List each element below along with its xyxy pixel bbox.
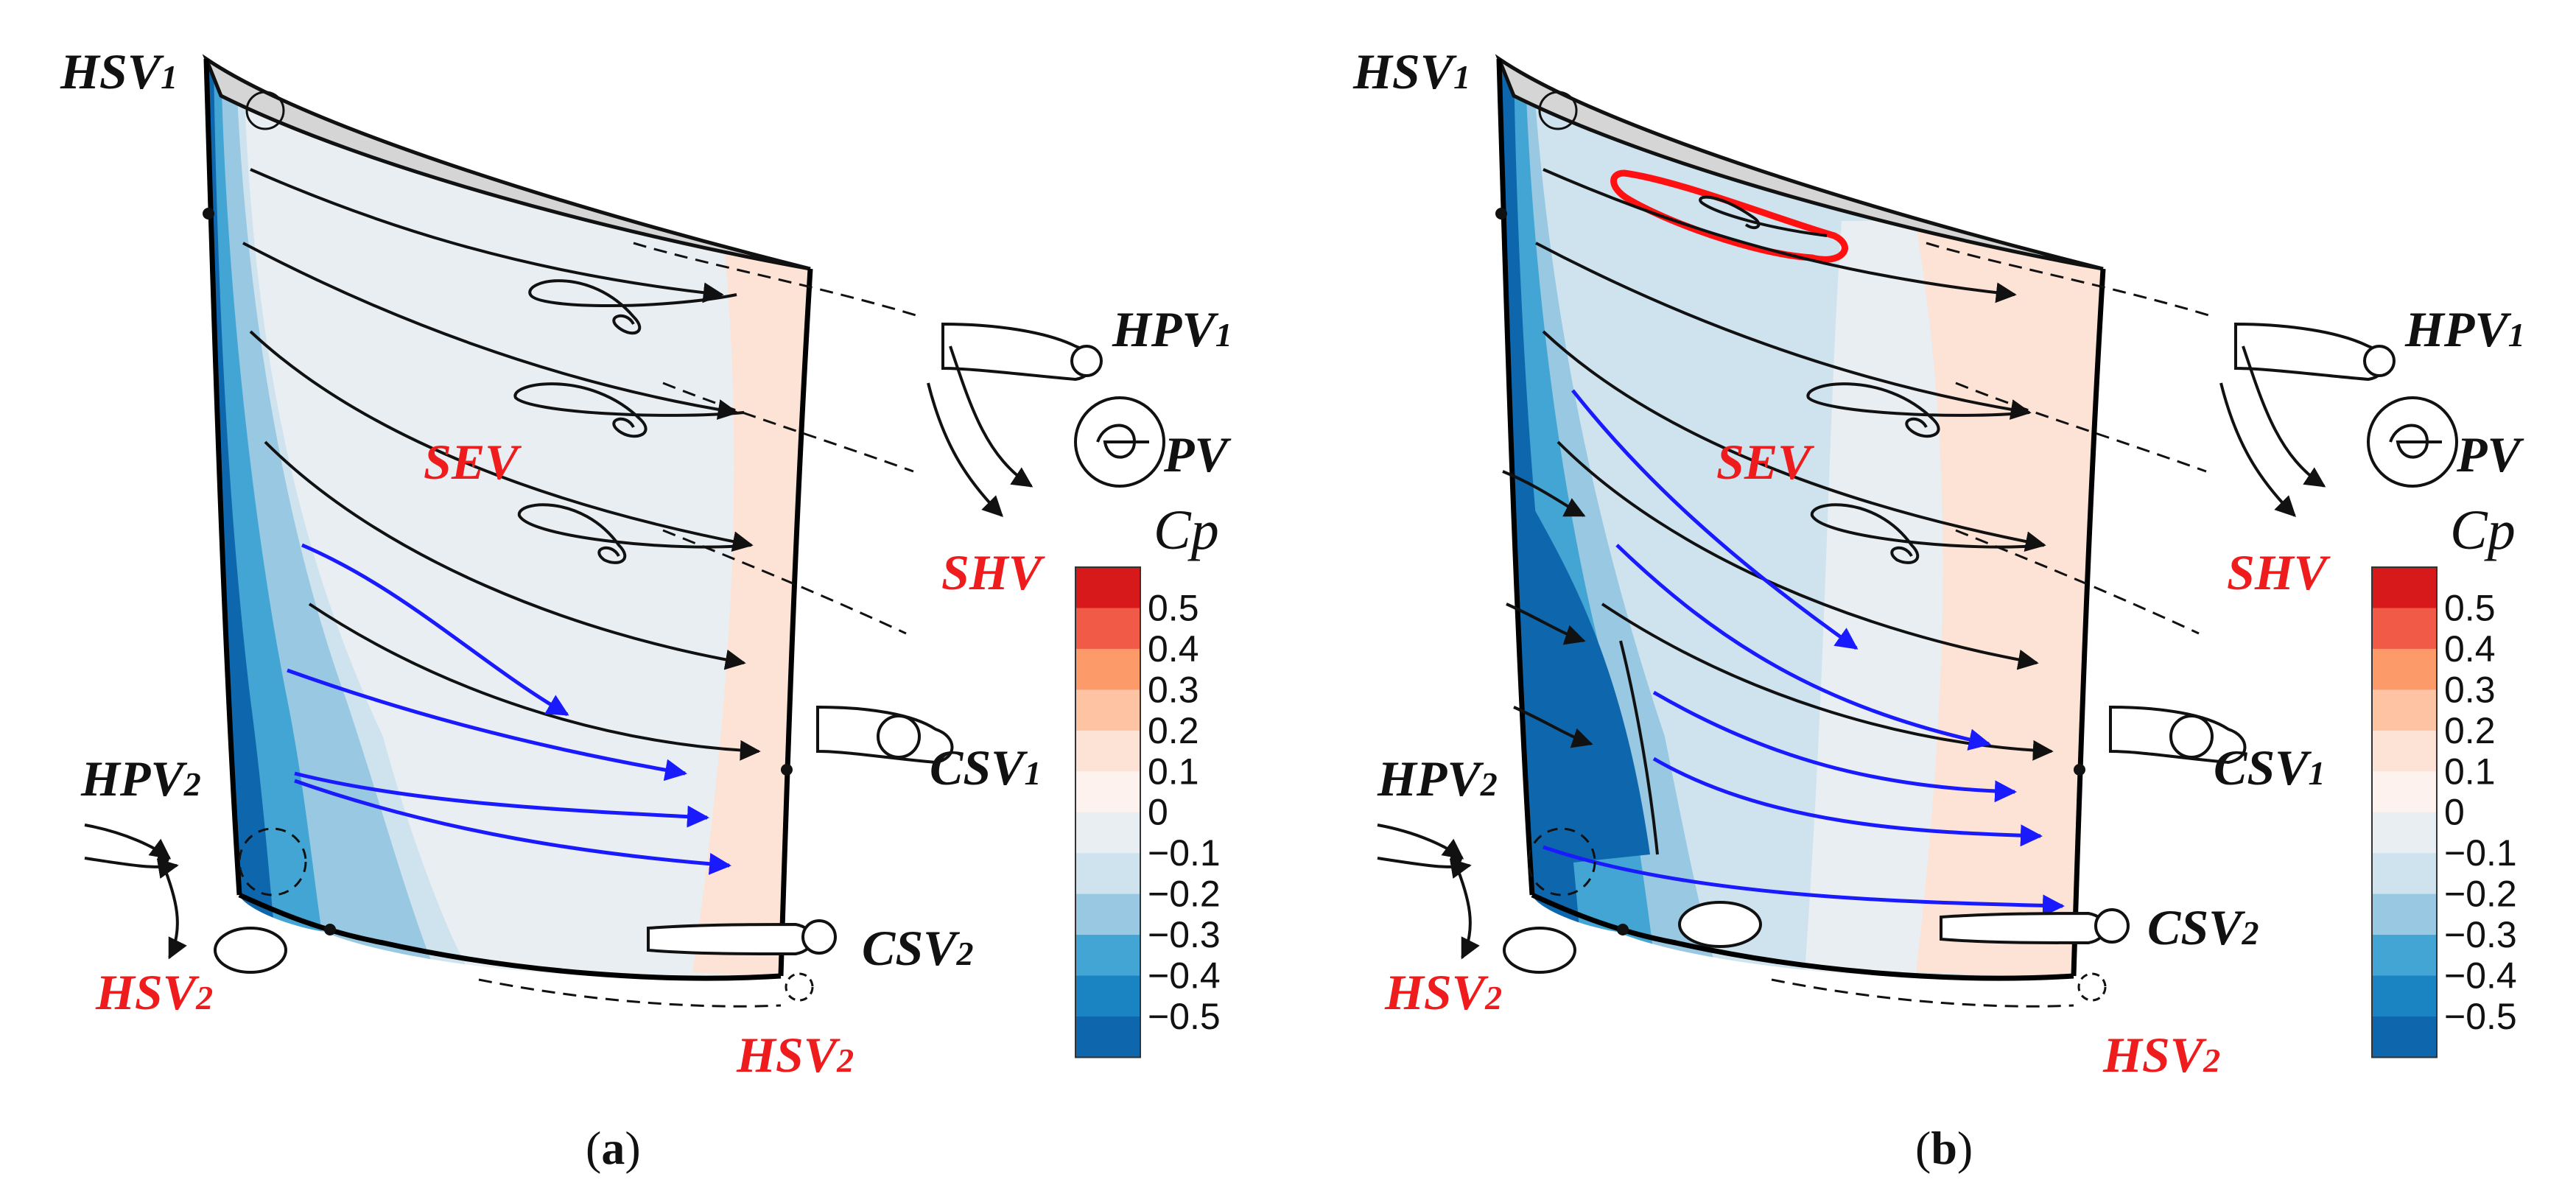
colorbar-b: 0.50.40.30.20.10−0.1−0.2−0.3−0.4−0.5 Cp: [2371, 499, 2517, 1058]
label-hsv2-right: HSV2: [2102, 1027, 2220, 1083]
label-hsv1: HSV1: [1352, 43, 1470, 99]
colorbar-frame: [1075, 566, 1141, 1058]
colorbar-tick-label: −0.2: [2444, 874, 2517, 915]
label-shv: SHV: [2227, 544, 2331, 600]
colorbar-tick-label: −0.5: [1148, 996, 1221, 1037]
colorbar-cell: [2372, 812, 2437, 854]
colorbar-cell: [1075, 730, 1140, 773]
colorbar-cell: [2372, 975, 2437, 1017]
colorbar-cell: [2372, 689, 2437, 731]
tube-vortices-a: [647, 322, 1165, 956]
blue-streamlines-a: [287, 543, 731, 875]
colorbar-cell: [1075, 935, 1140, 977]
colorbar-cell: [2372, 1016, 2437, 1058]
colorbar-tick-label: 0.5: [1148, 587, 1199, 628]
label-hsv2-right: HSV2: [736, 1027, 854, 1083]
colorbar-cell: [1075, 689, 1140, 731]
colorbar-tick-label: −0.2: [1148, 874, 1221, 915]
colorbar-cell: [1075, 975, 1140, 1017]
colorbar-cell: [2372, 853, 2437, 895]
sev-vortices-b: [1806, 382, 2045, 564]
colorbar-cell: [1075, 608, 1140, 650]
colorbar-cell: [2372, 771, 2437, 813]
colorbar-tick-label: 0.3: [1148, 669, 1199, 710]
label-sev: SEV: [424, 434, 522, 490]
label-hpv2: HPV2: [1377, 751, 1498, 807]
colorbar-cell: [1075, 771, 1140, 813]
colorbar-cell: [2372, 935, 2437, 977]
colorbar-tick-label: −0.1: [1148, 832, 1221, 874]
tube-vortices-b: [1678, 322, 2458, 948]
sev-vortices-a: [513, 279, 752, 564]
colorbar-tick-label: −0.5: [2444, 996, 2517, 1037]
colorbar-tick-label: −0.4: [2444, 955, 2517, 997]
label-csv2: CSV2: [862, 920, 974, 976]
colorbar-tick-label: 0.5: [2444, 587, 2496, 628]
colorbar-cell: [2372, 893, 2437, 936]
label-hpv2: HPV2: [80, 751, 201, 807]
colorbar-a: 0.50.40.30.20.10−0.1−0.2−0.3−0.4−0.5 Cp: [1075, 499, 1221, 1058]
colorbar-tick-label: 0.1: [1148, 751, 1199, 792]
leading-edge-a: [203, 58, 242, 896]
label-hsv2-left: HSV2: [95, 964, 213, 1020]
colorbar-frame: [2371, 566, 2438, 1058]
label-csv1: CSV1: [2214, 740, 2326, 796]
label-csv1: CSV1: [930, 740, 1042, 796]
hsv2-left-vortex-a: [84, 208, 793, 974]
label-csv2: CSV2: [2147, 899, 2259, 955]
label-hpv1: HPV1: [1112, 301, 1232, 357]
colorbar-title: Cp: [1154, 499, 1219, 561]
caption-a: (a): [586, 1122, 641, 1174]
colorbar-cell: [1075, 893, 1140, 936]
colorbar-tick-label: 0.4: [1148, 628, 1199, 670]
blue-streamlines-b: [1543, 389, 2065, 917]
colorbar-cell: [2372, 608, 2437, 650]
hsv2-right-vortex-a: [245, 91, 814, 1002]
colorbar-tick-label: 0.2: [1148, 710, 1199, 751]
trailing-edge-b: [2071, 268, 2106, 977]
label-pv: PV: [2456, 426, 2524, 482]
label-hsv2-left: HSV2: [1384, 964, 1502, 1020]
colorbar-tick-label: 0.2: [2444, 710, 2496, 751]
highlight-vortex-b: [1610, 169, 1848, 263]
colorbar-tick-label: −0.1: [2444, 832, 2517, 874]
colorbar-cell: [1075, 853, 1140, 895]
colorbar-title: Cp: [2450, 499, 2516, 561]
hub-edge-a: [238, 892, 782, 981]
colorbar-tick-label: −0.3: [1148, 914, 1221, 955]
panel-a: HSV1 HPV1 PV SEV SHV CSV1 HPV2 CSV2 HSV2…: [60, 43, 1232, 1174]
colorbar-cell: [1075, 567, 1140, 609]
trailing-edge-a: [778, 268, 813, 977]
hsv2-left-vortex-b: [1377, 91, 2107, 1002]
leading-edge-b: [1496, 58, 1535, 896]
label-pv: PV: [1163, 426, 1232, 482]
colorbar-tick-label: −0.4: [1148, 955, 1221, 997]
label-sev: SEV: [1716, 434, 1814, 490]
colorbar-cell: [1075, 648, 1140, 691]
label-hsv1: HSV1: [60, 43, 178, 99]
label-shv: SHV: [941, 544, 1045, 600]
colorbar-cell: [2372, 730, 2437, 773]
colorbar-tick-label: −0.3: [2444, 914, 2517, 955]
colorbar-cell: [1075, 812, 1140, 854]
colorbar-cell: [1075, 1016, 1140, 1058]
colorbar-tick-label: 0.1: [2444, 751, 2496, 792]
colorbar-cell: [2372, 648, 2437, 691]
colorbar-tick-label: 0.3: [2444, 669, 2496, 710]
caption-b: (b): [1915, 1122, 1973, 1174]
colorbar-tick-label: 0: [1148, 792, 1168, 833]
panel-b: HSV1 HPV1 PV SEV SHV CSV1 HPV2 CSV2 HSV2…: [1352, 43, 2525, 1174]
colorbar-cell: [2372, 567, 2437, 609]
colorbar-tick-label: 0.4: [2444, 628, 2496, 670]
colorbar-tick-label: 0: [2444, 792, 2465, 833]
label-hpv1: HPV1: [2404, 301, 2525, 357]
streamlines-a: [242, 168, 922, 1008]
hub-edge-b: [1531, 892, 2074, 981]
